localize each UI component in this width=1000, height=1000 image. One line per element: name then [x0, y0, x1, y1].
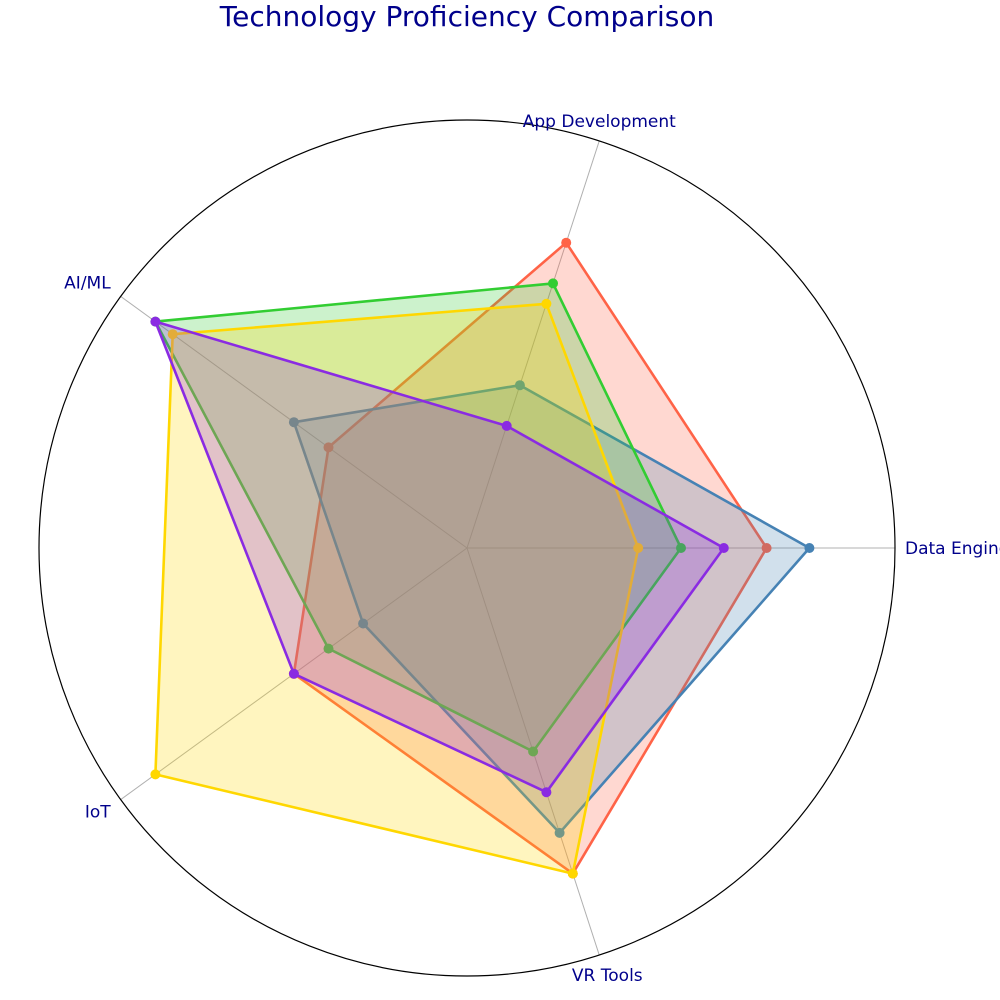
data-point: [561, 237, 572, 248]
data-point: [514, 380, 525, 391]
data-point: [167, 329, 178, 340]
series-2: [288, 380, 815, 838]
data-point: [548, 278, 558, 289]
series-4: [150, 298, 644, 879]
data-point: [288, 668, 299, 679]
data-point: [633, 543, 644, 553]
axis-spoke: [466, 140, 600, 549]
series-1: [288, 237, 772, 879]
series-area: [155, 303, 639, 874]
axis-label: Data Engineering: [905, 539, 1000, 559]
data-point: [528, 746, 539, 757]
data-point: [554, 827, 565, 838]
series-area: [293, 385, 810, 833]
series-line: [154, 282, 683, 753]
series-5: [150, 316, 729, 798]
data-point: [804, 543, 815, 553]
data-point: [288, 417, 299, 428]
data-point: [761, 543, 772, 553]
data-point: [541, 298, 552, 309]
series-line: [292, 241, 768, 875]
chart-title: Technology Proficiency Comparison: [219, 0, 714, 33]
data-point: [676, 543, 686, 553]
axis-label: AI/ML: [64, 273, 111, 293]
data-point: [541, 787, 552, 798]
outer-ring: [38, 119, 896, 977]
data-point: [323, 643, 334, 654]
axis-label: VR Tools: [572, 966, 643, 986]
series-line: [154, 302, 640, 875]
data-point: [358, 618, 369, 629]
series-area: [155, 283, 681, 752]
axis-label: IoT: [85, 803, 111, 823]
data-point: [501, 420, 512, 431]
data-point: [718, 543, 729, 553]
series-3: [150, 278, 686, 757]
axis-label: App Development: [523, 112, 676, 132]
series-line: [154, 320, 726, 794]
data-point: [323, 442, 334, 453]
series-group: [150, 237, 815, 879]
series-area: [293, 242, 767, 874]
data-point: [567, 868, 578, 879]
axis-labels: Data Engineering App Development AI/ML IoT V…: [64, 112, 1000, 986]
data-point: [150, 769, 161, 780]
series-line: [292, 383, 811, 835]
data-point: [150, 316, 161, 327]
